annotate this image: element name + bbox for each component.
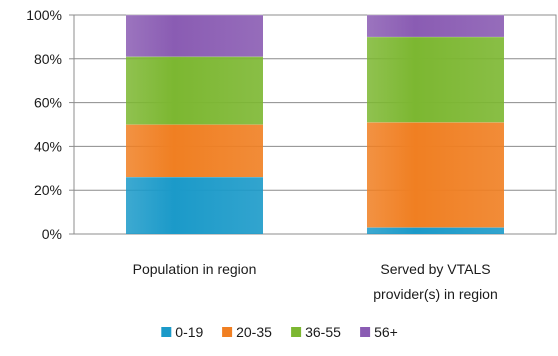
y-axis: 0% 20% 40% 60% 80% 100% (26, 7, 74, 242)
legend-label: 0-19 (175, 324, 203, 340)
legend-label: 56+ (374, 324, 398, 340)
legend-swatch (222, 327, 233, 337)
bar-segment-56--2 (367, 15, 504, 37)
y-tick-label: 20% (34, 182, 62, 198)
x-category-label: Served by VTALS (380, 261, 490, 277)
y-tick-label: 0% (42, 226, 62, 242)
bar-segment-36-55-1 (126, 56, 263, 125)
y-tick-label: 40% (34, 138, 62, 154)
bars (126, 14, 504, 234)
bar-segment-36-55-2 (367, 36, 504, 123)
legend-swatch (360, 327, 371, 337)
bar-segment-56--1 (126, 15, 263, 57)
bar-segment-20-35-2 (367, 122, 504, 228)
legend-label: 20-35 (236, 324, 272, 340)
x-axis: Population in region Served by VTALS provi… (133, 261, 498, 302)
x-category-label: provider(s) in region (373, 286, 498, 302)
bar-segment-0-19-1 (126, 177, 263, 234)
y-tick-label: 60% (34, 95, 62, 111)
legend: 0-19 20-35 36-55 56+ (161, 324, 398, 340)
bar-segment-20-35-1 (126, 124, 263, 178)
y-tick-label: 80% (34, 51, 62, 67)
legend-label: 36-55 (305, 324, 341, 340)
x-category-label: Population in region (133, 261, 257, 277)
legend-swatch (161, 327, 172, 337)
y-tick-label: 100% (26, 7, 62, 23)
bar-segment-0-19-2 (367, 227, 504, 234)
legend-swatch (291, 327, 302, 337)
